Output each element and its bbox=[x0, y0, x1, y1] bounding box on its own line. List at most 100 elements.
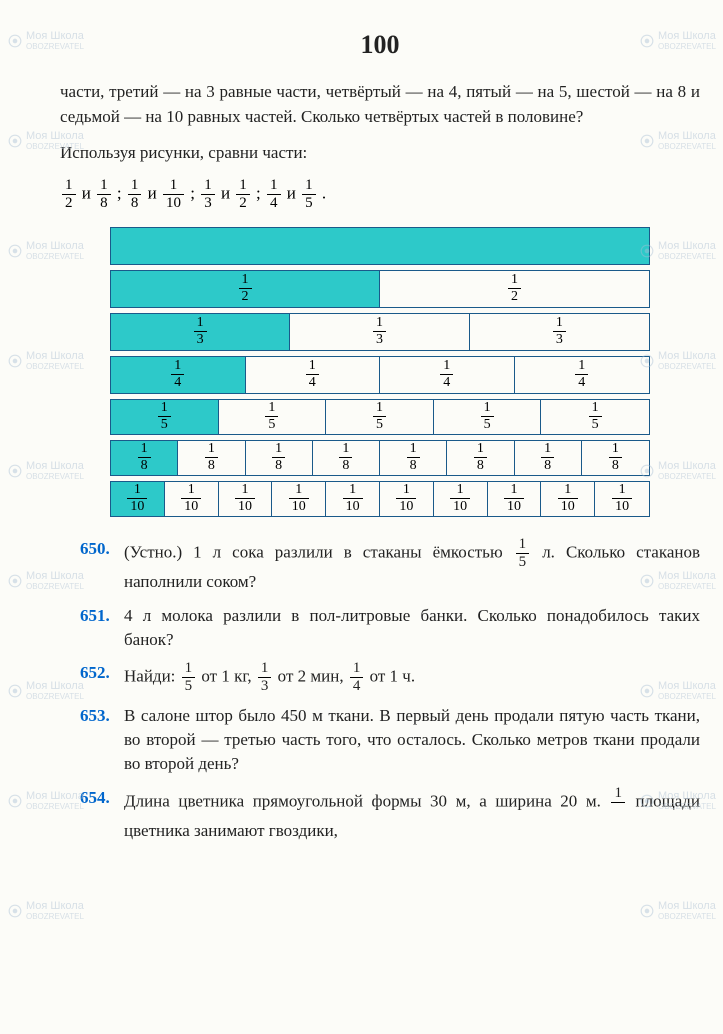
problem-number: 653. bbox=[80, 704, 124, 775]
fraction: 18 bbox=[541, 442, 554, 473]
fraction: 14 bbox=[575, 359, 588, 390]
fraction-cell: 110 bbox=[434, 482, 488, 516]
problem-number: 654. bbox=[80, 786, 124, 843]
fraction-bar-row: 12 12 bbox=[110, 270, 650, 308]
problem-652: 652.Найди: 15 от 1 кг, 13 от 2 мин, 14 о… bbox=[80, 661, 700, 694]
fraction-cell: 18 bbox=[380, 441, 447, 475]
fraction-bar-row: 15 15 15 15 15 bbox=[110, 399, 650, 435]
problem-text: Длина цветника прямоугольной формы 30 м,… bbox=[124, 786, 700, 843]
fraction-cell: 14 bbox=[111, 357, 246, 393]
fraction: 15 bbox=[516, 537, 530, 570]
fraction: 13 bbox=[553, 316, 566, 347]
problem-text: Найди: 15 от 1 кг, 13 от 2 мин, 14 от 1 … bbox=[124, 661, 700, 694]
fraction-cell: 13 bbox=[470, 314, 649, 350]
fraction-cell: 15 bbox=[219, 400, 327, 434]
fraction: 15 bbox=[373, 401, 386, 432]
fraction-cell: 110 bbox=[380, 482, 434, 516]
fraction: 110 bbox=[289, 483, 309, 514]
fraction-cell: 14 bbox=[246, 357, 381, 393]
fraction: 14 bbox=[171, 359, 184, 390]
problem-654: 654.Длина цветника прямоугольной формы 3… bbox=[80, 786, 700, 843]
page-number: 100 bbox=[60, 30, 700, 60]
fraction: 14 bbox=[350, 661, 364, 694]
fraction: 13 bbox=[373, 316, 386, 347]
problem-650: 650.(Устно.) 1 л сока разлили в стаканы … bbox=[80, 537, 700, 594]
problem-text: В салоне штор было 450 м ткани. В первый… bbox=[124, 704, 700, 775]
fraction: 1 bbox=[611, 786, 625, 819]
fraction: 13 bbox=[258, 661, 272, 694]
fraction-cell: 110 bbox=[219, 482, 273, 516]
fraction-bar-row: 13 13 13 bbox=[110, 313, 650, 351]
fraction: 18 bbox=[339, 442, 352, 473]
fraction: 110 bbox=[163, 178, 184, 211]
problem-number: 651. bbox=[80, 604, 124, 652]
fraction-bar-row: 110 110 110 110 110 110 110 110 110 110 bbox=[110, 481, 650, 517]
fraction: 18 bbox=[128, 178, 142, 211]
fraction-cell: 110 bbox=[165, 482, 219, 516]
fraction-cell: 18 bbox=[515, 441, 582, 475]
fraction-cell: 18 bbox=[447, 441, 514, 475]
fraction-cell: 110 bbox=[111, 482, 165, 516]
fraction: 18 bbox=[97, 178, 111, 211]
problems-list: 650.(Устно.) 1 л сока разлили в стаканы … bbox=[60, 537, 700, 843]
fraction: 18 bbox=[272, 442, 285, 473]
fraction: 110 bbox=[181, 483, 201, 514]
fraction-bar-row: 18 18 18 18 18 18 18 18 bbox=[110, 440, 650, 476]
fraction: 12 bbox=[239, 273, 252, 304]
fraction-cell: 18 bbox=[178, 441, 245, 475]
fraction: 13 bbox=[201, 178, 215, 211]
problem-651: 651.4 л молока разлили в пол-литровые ба… bbox=[80, 604, 700, 652]
fraction: 14 bbox=[306, 359, 319, 390]
fraction-cell: 110 bbox=[272, 482, 326, 516]
fraction-cell: 15 bbox=[326, 400, 434, 434]
fraction-cell: 110 bbox=[595, 482, 649, 516]
fraction: 14 bbox=[440, 359, 453, 390]
fraction: 18 bbox=[138, 442, 151, 473]
fraction: 110 bbox=[235, 483, 255, 514]
fraction: 110 bbox=[396, 483, 416, 514]
fraction: 12 bbox=[508, 273, 521, 304]
problem-text: 4 л молока разлили в пол-литровые банки.… bbox=[124, 604, 700, 652]
textbook-page: 100 части, третий — на 3 равные части, ч… bbox=[0, 0, 723, 1034]
fraction: 110 bbox=[504, 483, 524, 514]
problem-number: 652. bbox=[80, 661, 124, 694]
fraction-cell: 110 bbox=[488, 482, 542, 516]
fraction-cell: 12 bbox=[380, 271, 649, 307]
fraction: 12 bbox=[62, 178, 76, 211]
fraction-cell: 18 bbox=[111, 441, 178, 475]
fraction: 15 bbox=[589, 401, 602, 432]
fraction: 110 bbox=[127, 483, 147, 514]
fraction-cell: 13 bbox=[111, 314, 290, 350]
fraction: 15 bbox=[265, 401, 278, 432]
fraction: 15 bbox=[302, 178, 316, 211]
compare-prompt: Используя рисунки, сравни части: bbox=[60, 141, 700, 166]
fraction: 18 bbox=[474, 442, 487, 473]
fraction: 110 bbox=[343, 483, 363, 514]
fraction: 18 bbox=[407, 442, 420, 473]
fraction-bar-row: 14 14 14 14 bbox=[110, 356, 650, 394]
compare-fractions-line: 12 и 18 ; 18 и 110 ; 13 и 12 ; 14 и 15 . bbox=[60, 178, 700, 211]
fraction: 15 bbox=[481, 401, 494, 432]
fraction-cell: 15 bbox=[111, 400, 219, 434]
fraction: 18 bbox=[609, 442, 622, 473]
fraction: 110 bbox=[612, 483, 632, 514]
fraction-cell: 14 bbox=[515, 357, 650, 393]
fraction: 15 bbox=[182, 661, 196, 694]
fraction: 14 bbox=[267, 178, 281, 211]
fraction-cell: 110 bbox=[541, 482, 595, 516]
problem-text: (Устно.) 1 л сока разлили в стаканы ёмко… bbox=[124, 537, 700, 594]
fraction: 18 bbox=[205, 442, 218, 473]
fraction: 13 bbox=[194, 316, 207, 347]
fraction-cell: 15 bbox=[434, 400, 542, 434]
fraction: 110 bbox=[558, 483, 578, 514]
fraction-cell: 110 bbox=[326, 482, 380, 516]
problem-653: 653.В салоне штор было 450 м ткани. В пе… bbox=[80, 704, 700, 775]
fraction: 110 bbox=[450, 483, 470, 514]
fraction-bars-diagram: 1212131313141414141515151515181818181818… bbox=[110, 227, 650, 517]
fraction-cell: 18 bbox=[246, 441, 313, 475]
fraction-cell: 18 bbox=[313, 441, 380, 475]
problem-number: 650. bbox=[80, 537, 124, 594]
fraction-cell bbox=[111, 228, 649, 264]
fraction-cell: 12 bbox=[111, 271, 380, 307]
intro-paragraph: части, третий — на 3 равные части, четвё… bbox=[60, 80, 700, 129]
